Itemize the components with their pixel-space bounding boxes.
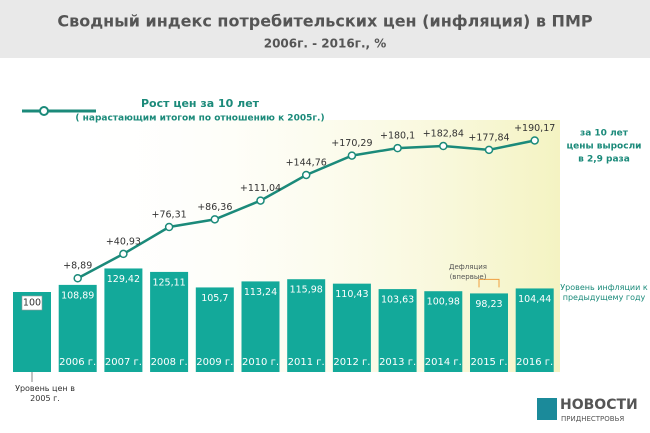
legend-marker [39, 106, 49, 116]
deflation-bracket [478, 278, 500, 288]
growth-marker [119, 249, 128, 259]
header-band [0, 0, 650, 58]
summary-note: в 2,9 раза [578, 155, 630, 165]
growth-label: +144,76 [286, 157, 327, 168]
bar-value-label: 105,7 [201, 293, 228, 304]
base-label-box [21, 295, 43, 311]
x-tick-label: 2014 г. [425, 357, 462, 368]
deflation-note: Дефляция (впервые) [449, 263, 487, 281]
bar [332, 283, 371, 372]
bar-legend: Уровень инфляции к предыдущему году [560, 283, 648, 302]
x-tick-label: 2009 г. [196, 357, 233, 368]
bar [515, 288, 554, 372]
summary-note: за 10 лет [580, 129, 629, 139]
logo-name: НОВОСТИ [560, 397, 638, 413]
x-tick-label: 2010 г. [242, 357, 279, 368]
legend-label: Рост цен за 10 лет [141, 97, 260, 110]
bar [241, 281, 280, 372]
growth-label: +76,31 [152, 210, 187, 221]
growth-label: +170,29 [331, 138, 372, 149]
bar-value-label: 108,89 [61, 290, 94, 301]
growth-marker [256, 196, 265, 205]
x-tick-label: 2012 г. [333, 357, 370, 368]
bar-value-label: 100 [23, 298, 41, 309]
logo-sub: ПРИДНЕСТРОВЬЯ [561, 415, 624, 423]
bar [104, 268, 143, 372]
logo-icon [537, 398, 557, 420]
bar-value-label: 100,98 [427, 297, 460, 308]
growth-marker [210, 215, 220, 224]
bar-value-label: 98,23 [475, 299, 502, 310]
x-tick-label: 2013 г. [379, 357, 416, 368]
chart-title: Сводный индекс потребительских цен (инфл… [57, 12, 592, 31]
growth-marker [164, 222, 174, 232]
growth-label: +182,84 [423, 129, 464, 140]
bar [424, 291, 463, 372]
x-tick-label: 2008 г. [151, 357, 188, 368]
bar [287, 279, 326, 372]
growth-marker [484, 145, 494, 155]
legend-note: ( нарастающим итогом по отношению к 2005… [75, 114, 324, 124]
bar-value-label: 110,43 [335, 289, 368, 300]
bar-value-label: 113,24 [244, 287, 277, 298]
growth-label: +180,1 [380, 131, 415, 142]
x-tick-label: 2015 г. [470, 357, 507, 368]
growth-marker [73, 273, 82, 283]
growth-marker [393, 143, 402, 153]
bar [470, 293, 508, 372]
growth-label: +177,84 [468, 132, 509, 143]
growth-label: +86,36 [197, 202, 232, 213]
bar-value-label: 103,63 [381, 295, 414, 306]
summary-note: цены выросли [567, 142, 642, 152]
bar [378, 289, 417, 372]
bar [58, 284, 97, 372]
chart-subtitle: 2006г. - 2016г., % [264, 37, 387, 51]
bar-value-label: 104,44 [518, 294, 551, 305]
growth-label: +111,04 [240, 183, 281, 194]
bar-value-label: 115,98 [290, 285, 323, 296]
growth-label: +190,17 [514, 123, 555, 134]
bar-value-label: 125,11 [152, 277, 185, 288]
x-tick-label: 2006 г. [59, 357, 96, 368]
growth-marker [439, 141, 448, 151]
bar-value-label: 129,42 [107, 274, 140, 285]
growth-marker [301, 170, 311, 180]
growth-label: +40,93 [106, 236, 141, 247]
bar [150, 271, 189, 372]
x-tick-label: 2007 г. [105, 357, 142, 368]
x-tick-label: 2011 г. [288, 357, 325, 368]
growth-label: +8,89 [63, 261, 92, 272]
bar [195, 287, 234, 372]
base-note: Уровень цен в 2005 г. [15, 384, 75, 403]
x-tick-label: 2016 г. [516, 357, 553, 368]
growth-marker [347, 151, 357, 160]
growth-marker [530, 136, 539, 145]
